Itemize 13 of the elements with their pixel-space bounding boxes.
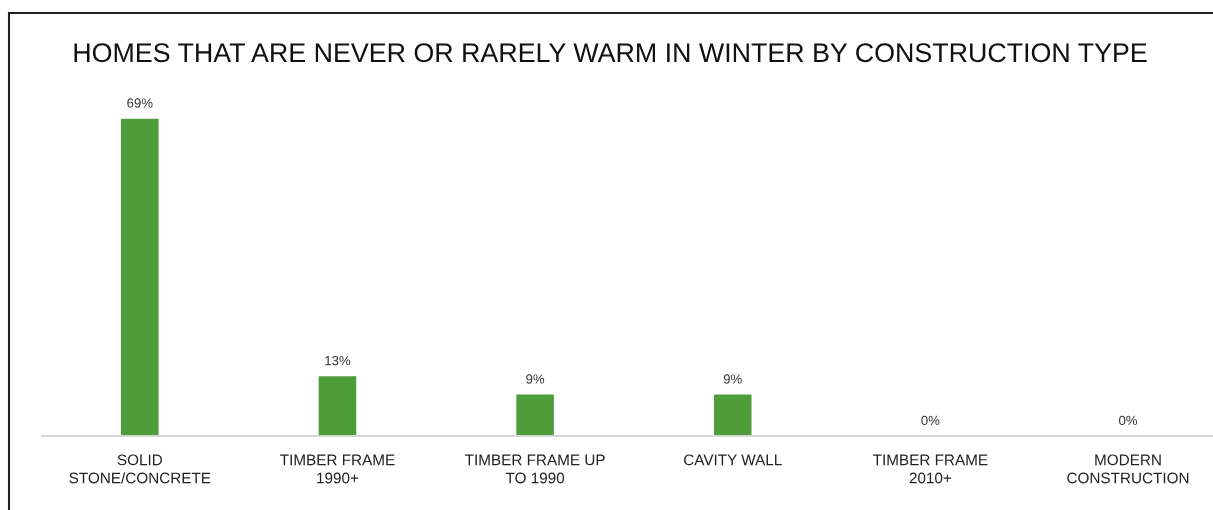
x-tick-label: TIMBER FRAME 1990+ <box>280 454 395 484</box>
data-label: 0% <box>921 415 940 426</box>
x-tick-label: TIMBER FRAME 2010+ <box>873 454 988 484</box>
x-tick-label: CAVITY WALL <box>683 454 782 466</box>
x-tick-label: TIMBER FRAME UP TO 1990 <box>465 454 605 484</box>
chart-title: HOMES THAT ARE NEVER OR RARELY WARM IN WINTER BY CONSTRUCTION TYPE <box>74 43 1147 63</box>
data-label: 9% <box>723 374 742 384</box>
data-label: 13% <box>325 355 351 366</box>
data-label: 9% <box>526 374 545 384</box>
x-tick-label: SOLID STONE/CONCRETE <box>69 454 211 484</box>
x-tick-label: MODERN CONSTRUCTION <box>1067 454 1189 484</box>
data-label: 69% <box>127 98 153 108</box>
data-label: 0% <box>1119 415 1138 426</box>
